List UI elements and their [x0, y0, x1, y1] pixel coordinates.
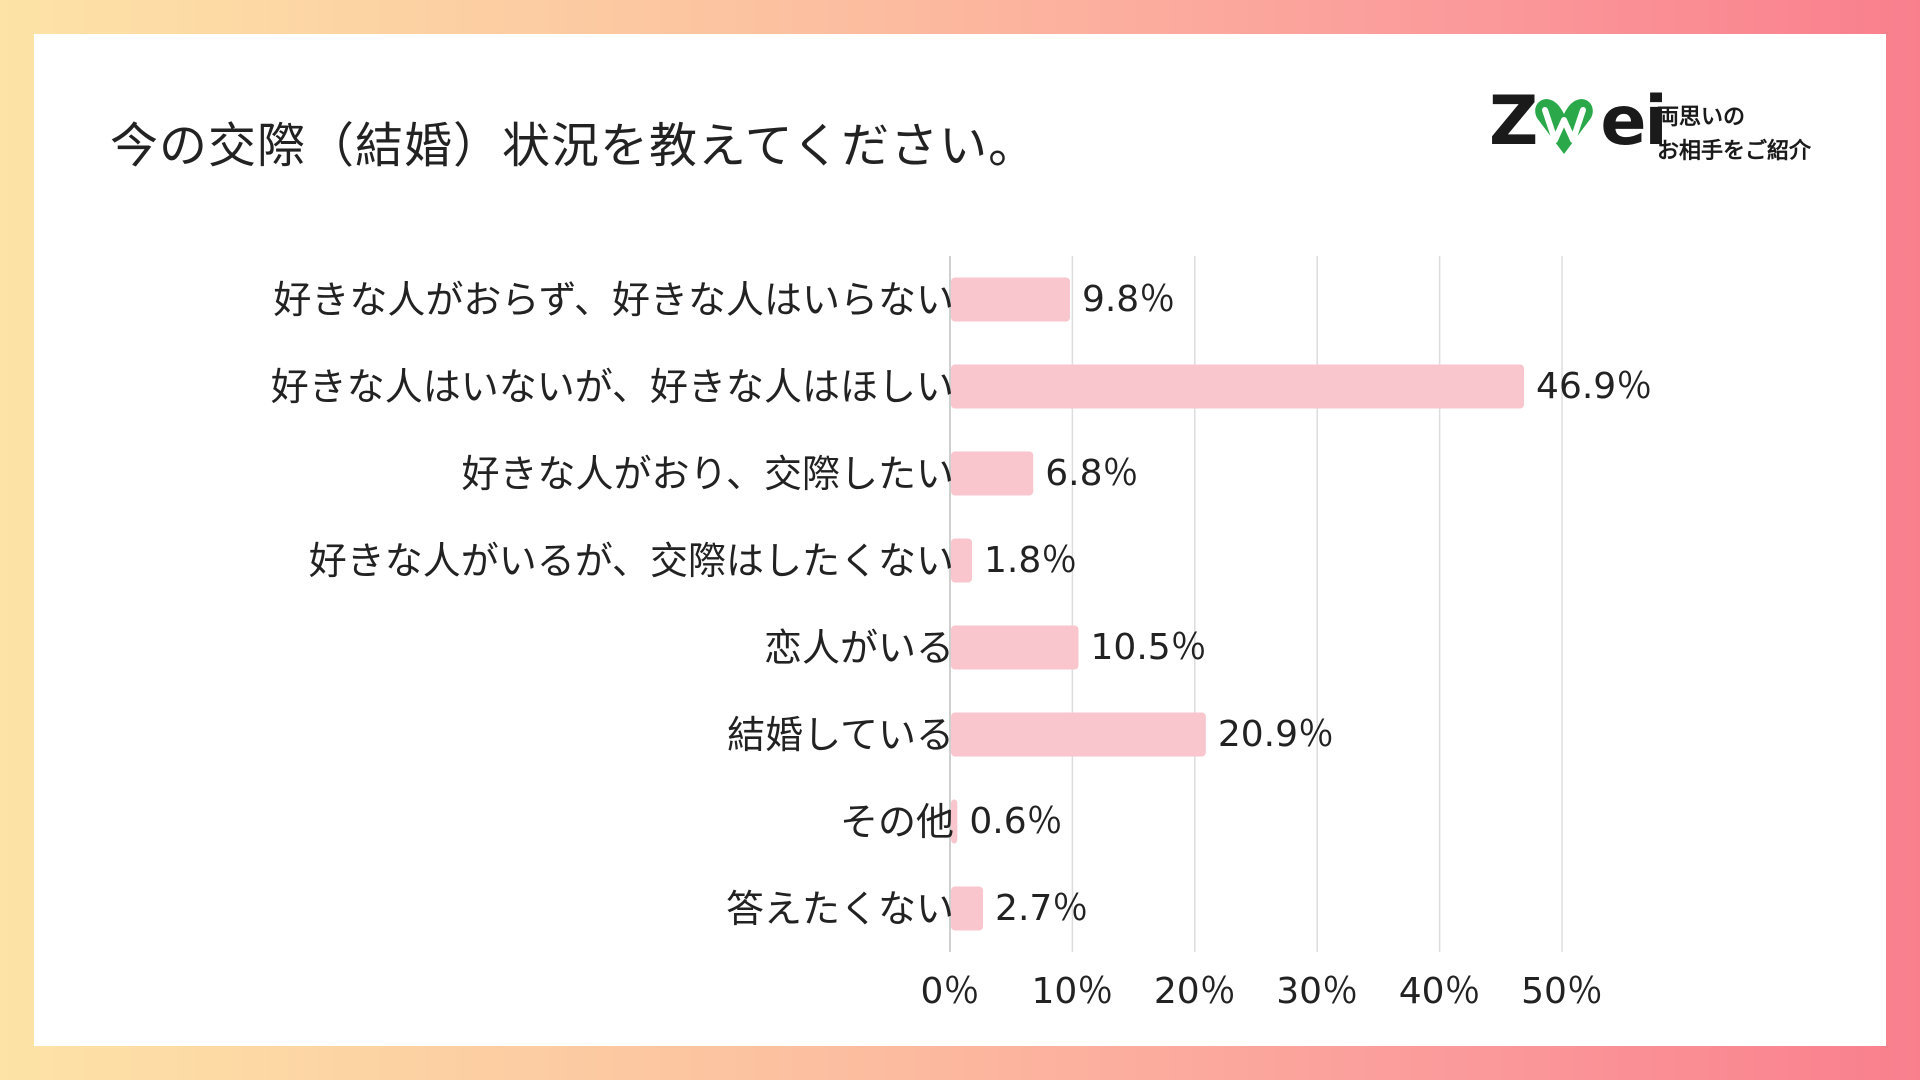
bar: [951, 712, 1206, 757]
bar: [951, 451, 1034, 496]
bar: [951, 277, 1070, 322]
bar: [951, 364, 1525, 409]
value-label: 1.8％: [984, 539, 1078, 581]
category-label: 恋人がいる: [763, 625, 954, 670]
category-label: 好きな人はいないが、好きな人はほしい: [270, 364, 954, 409]
logo-tagline-line-1: 両思いの: [1657, 104, 1746, 130]
category-label: その他: [839, 799, 954, 844]
bar: [951, 538, 973, 583]
value-label: 20.9％: [1217, 713, 1334, 755]
category-label: 好きな人がおらず、好きな人はいらない: [273, 277, 954, 322]
bar-chart: 0％ 10％ 20％ 30％ 40％ 50％ 好きな人がおらず、好きな人はいらない 9.8％ 好…: [34, 34, 1886, 1046]
category-label: 好きな人がいるが、交際はしたくない: [308, 538, 954, 583]
value-label: 9.8％: [1081, 278, 1176, 320]
bar-chart-svg: [949, 256, 1563, 952]
x-tick-label: 40％: [1398, 971, 1481, 1012]
x-tick-label: 30％: [1276, 971, 1359, 1012]
x-tick-label: 0％: [920, 971, 980, 1012]
category-label: 答えたくない: [725, 886, 954, 931]
value-label: 10.5％: [1090, 626, 1207, 668]
value-label: 0.6％: [969, 800, 1063, 842]
bar: [951, 886, 984, 931]
logo-tagline: 両思いの お相手をご紹介: [1657, 100, 1811, 168]
heart-w-icon: [1535, 99, 1593, 154]
value-label: 46.9％: [1536, 365, 1653, 407]
x-tick-label: 10％: [1031, 971, 1114, 1012]
bar: [951, 625, 1079, 670]
x-tick-label: 50％: [1521, 971, 1603, 1012]
x-tick-label: 20％: [1153, 971, 1236, 1012]
value-label: 2.7％: [995, 887, 1089, 929]
category-label: 結婚している: [727, 712, 954, 757]
category-label: 好きな人がおり、交際したい: [461, 451, 954, 496]
bar: [951, 799, 958, 844]
value-label: 6.8％: [1045, 452, 1139, 494]
logo-tagline-line-2: お相手をご紹介: [1657, 138, 1812, 164]
chart-title: 今の交際（結婚）状況を教えてください。: [110, 118, 1038, 174]
